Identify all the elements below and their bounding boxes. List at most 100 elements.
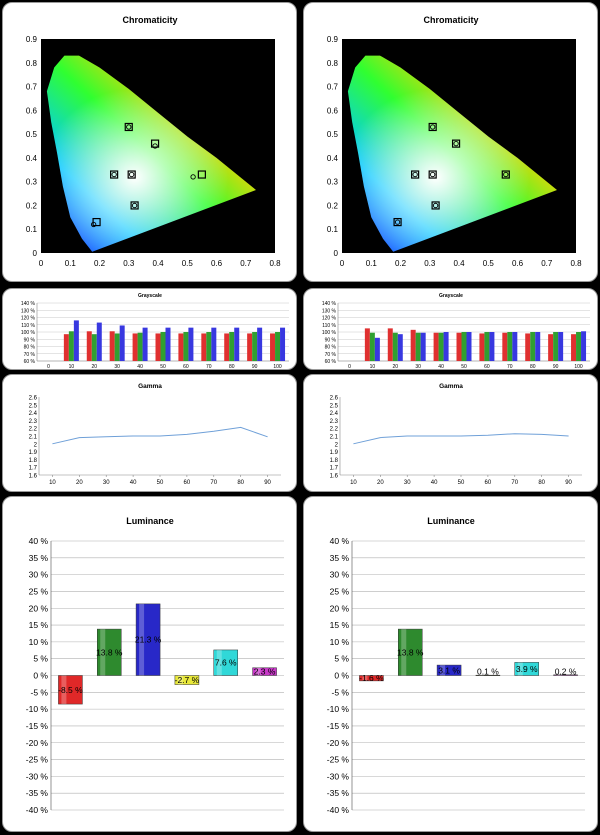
grayscale-bar [507, 332, 513, 361]
grayscale-bar [96, 322, 102, 361]
grayscale-bar [188, 327, 194, 361]
gamma-chart-right: Gamma 1.6 1.7 1.8 1.9 22.1 2.2 2.3 2.4 2.52.6 10 20… [330, 383, 582, 486]
y-tick-label: -40 % [26, 805, 49, 815]
grayscale-bar [443, 332, 449, 361]
y-tick-label: 20 % [29, 603, 49, 613]
measured-point-yellow [152, 143, 158, 149]
grayscale-bar [257, 327, 263, 361]
luminance-bar [213, 649, 238, 676]
luminance-panel-left: Luminance -40 % -35 % -30 % -25 % -20 % -15 % -… [2, 496, 297, 832]
grayscale-bar [119, 325, 125, 361]
y-tick-label: 1.6 [29, 474, 38, 480]
y-tick-label: 10 % [330, 637, 350, 647]
grayscale-bar [280, 327, 286, 361]
target-marker-magenta [431, 201, 440, 210]
y-tick-label: 1.6 [330, 474, 339, 480]
y-tick-label: -15 % [26, 721, 49, 731]
target-marker-red [501, 170, 510, 179]
y-tick-label: -30 % [327, 771, 350, 781]
y-tick-label: 140 % [322, 301, 337, 307]
y-tick-label: 2.3 [330, 419, 339, 425]
grayscale-bar [489, 332, 495, 361]
luminance-bar [436, 664, 462, 676]
measured-point-yellow [453, 140, 459, 147]
grayscale-bar [247, 333, 253, 361]
bar-highlight [100, 629, 106, 676]
chromaticity-panel-right: Chromaticity 0 0.1 0.2 0.3 0.4 0.5 0.6 0.7 0.8 0 0.… [303, 2, 598, 282]
bar-data-label: -2.7 % [175, 675, 200, 685]
grayscale-bar [456, 332, 462, 361]
x-tick-label: 90 [264, 480, 271, 486]
gamma-panel-left: Gamma 1.6 1.7 1.8 1.9 2 2.1 2.2 2.3 2.4 2.5 2.6 10 20… [2, 374, 297, 492]
y-tick-label: 30 % [29, 570, 49, 580]
x-tick-label: 100 [273, 364, 282, 370]
target-marker-green [124, 122, 133, 132]
x-tick-label: 0.8 [570, 259, 582, 268]
luminance-bar [174, 675, 200, 685]
x-tick-label: 20 [392, 364, 398, 370]
luminance-bar [475, 674, 501, 676]
chart-title: Luminance [126, 516, 174, 526]
y-tick-label: 90 % [325, 337, 337, 343]
y-tick-label: 0.3 [26, 178, 38, 187]
y-tick-label: 2.5 [330, 403, 339, 409]
grayscale-bar [73, 320, 79, 361]
target-marker-yellow [150, 139, 160, 148]
x-tick-label: 50 [458, 480, 465, 486]
x-tick-label: 0.2 [94, 259, 106, 268]
y-tick-label: -10 % [327, 704, 350, 714]
gamma-panel-right: Gamma 1.6 1.7 1.8 1.9 2 2.1 2.2 2.3 2.4 2.5 2.6 10 20… [303, 374, 598, 492]
target-marker-blue [393, 217, 402, 227]
luminance-bar [97, 628, 122, 676]
target-marker-white [127, 170, 136, 179]
luminance-chart-left: Luminance -40 % -35 % -30 % -25 % -20 % -15 % -… [26, 516, 284, 815]
measured-point-white [430, 171, 436, 178]
measured-point-blue [394, 219, 401, 225]
x-tick-label: 30 [103, 480, 110, 486]
grayscale-chart-left: Grayscale 60 %70 %80 % 90 %100 %110 %120 %… [21, 293, 289, 370]
x-tick-label: 40 [431, 480, 438, 486]
target-marker-yellow [451, 139, 461, 148]
y-tick-label: 2.6 [29, 396, 38, 402]
x-tick-label: 0.5 [483, 259, 495, 268]
y-tick-label: 80 % [325, 345, 337, 351]
bar-data-label: -8.5 % [58, 685, 83, 695]
x-tick-label: 0.3 [424, 259, 436, 268]
y-tick-label: -20 % [26, 738, 49, 748]
x-tick-label: 70 [206, 364, 212, 370]
bar-data-label: 3.9 % [516, 664, 538, 674]
white-point-glow [46, 55, 257, 252]
y-tick-label: 1.9 [29, 450, 38, 456]
grayscale-bar [252, 332, 258, 361]
x-tick-label: 50 [461, 364, 467, 370]
y-tick-label: 0.9 [327, 35, 339, 44]
y-tick-label: 100 % [21, 330, 36, 336]
y-tick-label: 2.6 [330, 396, 339, 402]
grayscale-bar [387, 328, 393, 361]
measured-point-blue [91, 221, 97, 228]
measured-point-magenta [131, 202, 138, 209]
y-tick-label: -5 % [332, 687, 350, 697]
grayscale-bar [224, 333, 230, 361]
grayscale-bar [137, 332, 143, 361]
y-tick-label: 15 % [29, 620, 49, 630]
y-tick-label: 2 [335, 442, 339, 448]
y-tick-label: 25 % [330, 586, 350, 596]
bar-data-label: 13.8 % [397, 647, 424, 657]
bar-highlight [401, 629, 407, 676]
bar-data-label: -1.6 % [359, 673, 384, 683]
x-tick-label: 40 [130, 480, 137, 486]
grayscale-bar [512, 332, 518, 361]
grayscale-bar [160, 332, 166, 361]
grayscale-bar [433, 332, 439, 361]
bar-data-label: 21.3 % [135, 635, 162, 645]
chromaticity-chart-left: Chromaticity 0 0.1 0.2 0.3 0.4 0.5 0.6 0.7 0.8 0 0.… [26, 15, 281, 268]
bar-data-label: 3.1 % [438, 665, 460, 675]
chromaticity-chart-right: Chromaticity 0 0.1 0.2 0.3 0.4 0.5 0.6 0.7 0.8 0 0.… [327, 15, 582, 268]
grayscale-panel-left: Grayscale 60 % 70 % 80 % 90 % 100 % 110 % 120 %… [2, 288, 297, 370]
y-tick-label: 2.2 [330, 427, 339, 433]
x-tick-label: 100 [574, 364, 583, 370]
x-tick-label: 70 [507, 364, 513, 370]
target-marker-magenta [130, 201, 139, 210]
y-tick-label: 2.5 [29, 403, 38, 409]
